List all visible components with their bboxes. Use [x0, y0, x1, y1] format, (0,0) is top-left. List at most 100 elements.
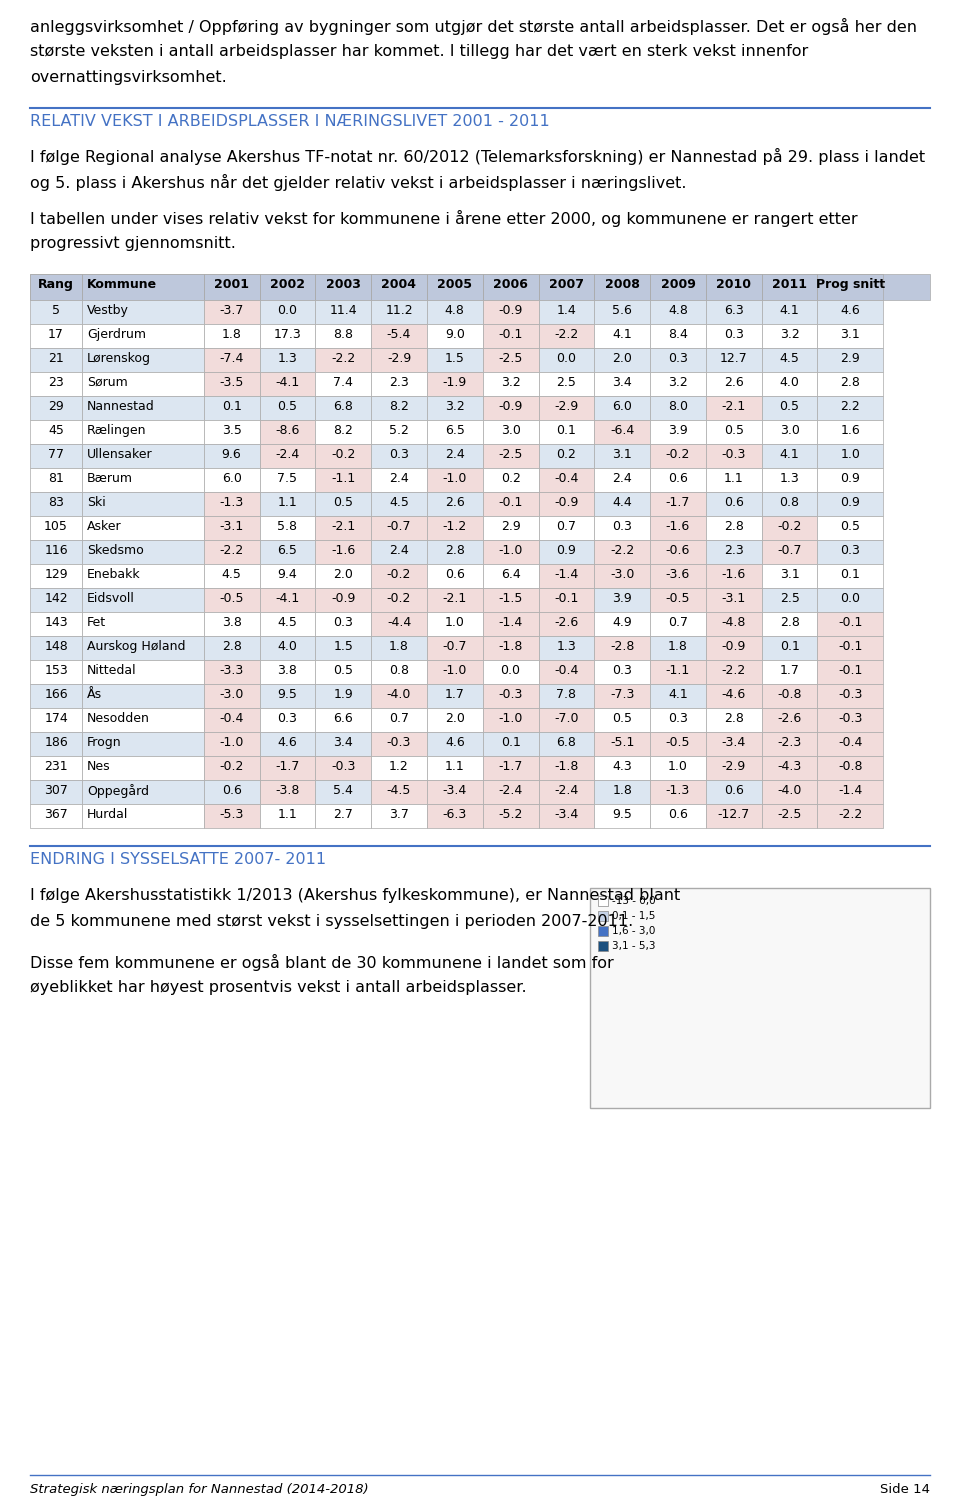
Text: -4.6: -4.6	[722, 688, 746, 701]
Text: -0.3: -0.3	[498, 688, 523, 701]
Text: 3.8: 3.8	[277, 664, 298, 677]
Bar	[83, 659, 204, 683]
Bar	[83, 756, 204, 780]
Bar	[650, 469, 706, 493]
Text: -12.7: -12.7	[718, 808, 750, 822]
Bar	[650, 635, 706, 659]
Text: 5.2: 5.2	[389, 424, 409, 437]
Bar	[259, 611, 315, 635]
Bar	[818, 273, 883, 300]
Bar	[259, 493, 315, 517]
Text: 4.5: 4.5	[277, 616, 298, 629]
Text: -3.8: -3.8	[276, 784, 300, 798]
Bar	[83, 563, 204, 587]
Text: Fet: Fet	[87, 616, 107, 629]
Bar	[83, 372, 204, 397]
Bar	[539, 804, 594, 828]
Bar	[594, 348, 650, 372]
Text: -5.3: -5.3	[220, 808, 244, 822]
Bar	[204, 659, 259, 683]
Bar	[598, 940, 608, 951]
Text: -1.4: -1.4	[498, 616, 523, 629]
Bar	[315, 563, 372, 587]
Text: 21: 21	[48, 351, 64, 365]
Bar	[706, 587, 761, 611]
Text: -2.2: -2.2	[838, 808, 862, 822]
Text: 2011: 2011	[772, 278, 807, 291]
Bar	[483, 731, 539, 756]
Bar	[30, 493, 83, 517]
Bar	[315, 348, 372, 372]
Text: 3.2: 3.2	[668, 376, 688, 389]
Text: 0.3: 0.3	[333, 616, 353, 629]
Text: 6.3: 6.3	[724, 303, 744, 317]
Text: 0.3: 0.3	[724, 327, 744, 341]
Bar	[818, 445, 883, 469]
Text: Disse fem kommunene er også blant de 30 kommunene i landet som for: Disse fem kommunene er også blant de 30 …	[30, 954, 613, 970]
Text: -13 - 0,0: -13 - 0,0	[612, 897, 656, 906]
Text: 3.9: 3.9	[668, 424, 688, 437]
Text: -3.6: -3.6	[666, 568, 690, 581]
Bar	[204, 421, 259, 445]
Text: -2.1: -2.1	[722, 400, 746, 413]
Bar	[30, 780, 83, 804]
Text: 1.1: 1.1	[444, 760, 465, 774]
Bar	[818, 372, 883, 397]
Text: 1.7: 1.7	[444, 688, 465, 701]
Bar	[259, 756, 315, 780]
Text: -7.0: -7.0	[554, 712, 579, 725]
Text: -4.1: -4.1	[276, 592, 300, 605]
Bar	[204, 587, 259, 611]
Bar	[594, 517, 650, 541]
Text: Kommune: Kommune	[87, 278, 157, 291]
Bar	[539, 541, 594, 563]
Text: I tabellen under vises relativ vekst for kommunene i årene etter 2000, og kommun: I tabellen under vises relativ vekst for…	[30, 210, 857, 227]
Bar	[483, 683, 539, 707]
Bar	[650, 348, 706, 372]
Bar	[427, 445, 483, 469]
Text: -7.3: -7.3	[610, 688, 635, 701]
Text: 3.4: 3.4	[333, 736, 353, 749]
Bar	[427, 324, 483, 348]
Text: -3.4: -3.4	[554, 808, 579, 822]
Bar	[315, 397, 372, 421]
Bar	[204, 563, 259, 587]
Text: -0.1: -0.1	[838, 664, 862, 677]
Bar	[30, 659, 83, 683]
Bar	[315, 659, 372, 683]
Text: 4.5: 4.5	[780, 351, 800, 365]
Bar	[539, 635, 594, 659]
Bar	[650, 421, 706, 445]
Text: 1.5: 1.5	[444, 351, 465, 365]
Text: -2.2: -2.2	[554, 327, 579, 341]
Text: Nes: Nes	[87, 760, 110, 774]
Bar	[706, 804, 761, 828]
Text: 4.5: 4.5	[389, 496, 409, 509]
Bar	[483, 273, 539, 300]
Bar	[761, 273, 818, 300]
Text: 2.6: 2.6	[444, 496, 465, 509]
Bar	[818, 756, 883, 780]
Bar	[590, 888, 930, 1108]
Bar	[30, 445, 83, 469]
Bar	[259, 563, 315, 587]
Bar	[650, 683, 706, 707]
Bar	[427, 273, 483, 300]
Text: 6.5: 6.5	[277, 544, 298, 557]
Text: 0.5: 0.5	[840, 520, 860, 533]
Bar	[372, 397, 427, 421]
Bar	[83, 348, 204, 372]
Bar	[818, 683, 883, 707]
Text: Rang: Rang	[38, 278, 74, 291]
Text: RELATIV VEKST I ARBEIDSPLASSER I NÆRINGSLIVET 2001 - 2011: RELATIV VEKST I ARBEIDSPLASSER I NÆRINGS…	[30, 114, 550, 129]
Bar	[818, 541, 883, 563]
Bar	[483, 780, 539, 804]
Bar	[315, 372, 372, 397]
Bar	[706, 731, 761, 756]
Bar	[761, 324, 818, 348]
Text: 4.1: 4.1	[668, 688, 688, 701]
Bar	[818, 397, 883, 421]
Bar	[761, 348, 818, 372]
Text: -4.5: -4.5	[387, 784, 411, 798]
Bar	[259, 587, 315, 611]
